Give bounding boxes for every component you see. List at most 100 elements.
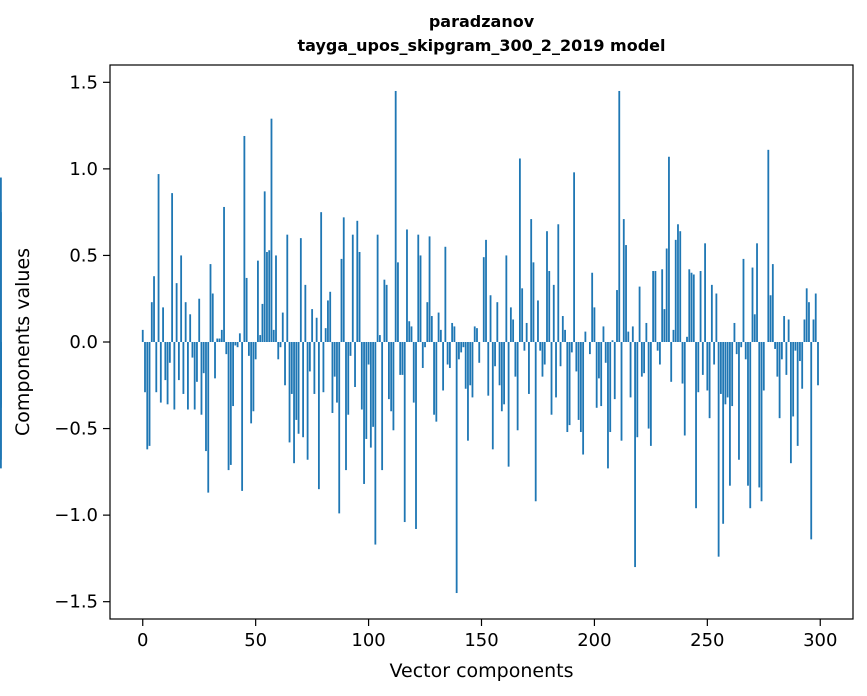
bar [762, 342, 765, 391]
bar [663, 309, 666, 342]
bar [724, 342, 727, 405]
bar [760, 342, 763, 502]
bar [487, 342, 490, 396]
bar [688, 269, 691, 342]
bar [184, 302, 187, 342]
bar [372, 342, 375, 427]
bar [771, 264, 774, 342]
bar [740, 342, 743, 348]
bar [451, 322, 454, 342]
y-axis-label: Components values [12, 248, 34, 436]
bar [227, 342, 230, 471]
bar [295, 342, 298, 420]
bar [692, 274, 695, 342]
bar [598, 342, 600, 379]
bar [232, 342, 234, 407]
bar [758, 342, 761, 488]
bar [234, 342, 237, 346]
bar [333, 342, 336, 377]
bar [805, 288, 808, 342]
bar [297, 342, 300, 434]
bar [144, 342, 146, 393]
bar [419, 255, 422, 342]
bar [534, 342, 537, 502]
bar [557, 224, 560, 342]
bar [656, 342, 659, 351]
bar [496, 302, 499, 342]
bar [787, 319, 790, 342]
y-tick-label: −1.5 [54, 592, 98, 613]
bar [347, 342, 350, 415]
bar [561, 316, 564, 342]
bar [591, 272, 594, 342]
bar [173, 342, 176, 410]
bar [229, 342, 232, 465]
bar [814, 293, 817, 342]
bar [654, 271, 657, 342]
bar [636, 342, 639, 438]
bar [390, 342, 393, 412]
bar [202, 342, 205, 374]
bar [794, 342, 797, 351]
bar [146, 342, 149, 450]
bar [812, 319, 815, 342]
bar [512, 319, 515, 342]
bar [175, 283, 178, 342]
bar [342, 217, 345, 342]
bar [247, 342, 250, 356]
bar [469, 342, 472, 386]
bar [367, 342, 370, 365]
bar [803, 319, 806, 342]
bar [579, 342, 582, 433]
bar [645, 322, 648, 342]
bar [500, 342, 503, 412]
bar [322, 342, 325, 393]
bar [261, 303, 264, 342]
bar [385, 284, 388, 342]
bar [439, 329, 442, 342]
bar [767, 149, 770, 342]
bar [259, 335, 262, 342]
y-tick-label: 0.5 [69, 245, 98, 266]
bar [220, 329, 223, 342]
bar [674, 239, 677, 342]
bar [575, 342, 578, 372]
bar [491, 342, 494, 450]
bar [609, 342, 612, 433]
bar [695, 342, 697, 509]
bar [331, 342, 334, 413]
bar [171, 193, 174, 342]
bar [584, 331, 587, 342]
bar [313, 342, 316, 394]
bar [383, 279, 386, 342]
bar [358, 251, 361, 342]
bar [279, 342, 282, 348]
y-tick-label: 1.0 [69, 159, 98, 180]
bar [679, 231, 682, 342]
bar [659, 342, 661, 365]
bar [320, 212, 323, 342]
bar [751, 267, 754, 342]
bar [365, 342, 368, 439]
bar [187, 342, 189, 410]
bar [607, 342, 609, 469]
bar [216, 338, 219, 342]
x-tick-label: 300 [803, 630, 837, 651]
bar [523, 342, 526, 351]
bar [453, 326, 456, 342]
bar [622, 219, 625, 342]
bar [155, 342, 158, 393]
bar [281, 312, 284, 342]
bar [207, 342, 210, 493]
bar [796, 342, 799, 446]
bar [690, 272, 693, 342]
bar [505, 255, 508, 342]
bar [193, 342, 196, 410]
bar [437, 312, 440, 342]
bar [324, 328, 327, 342]
bar [625, 245, 627, 342]
bar [582, 342, 585, 455]
bar [817, 342, 819, 386]
bar [464, 342, 467, 389]
bar [668, 156, 670, 342]
